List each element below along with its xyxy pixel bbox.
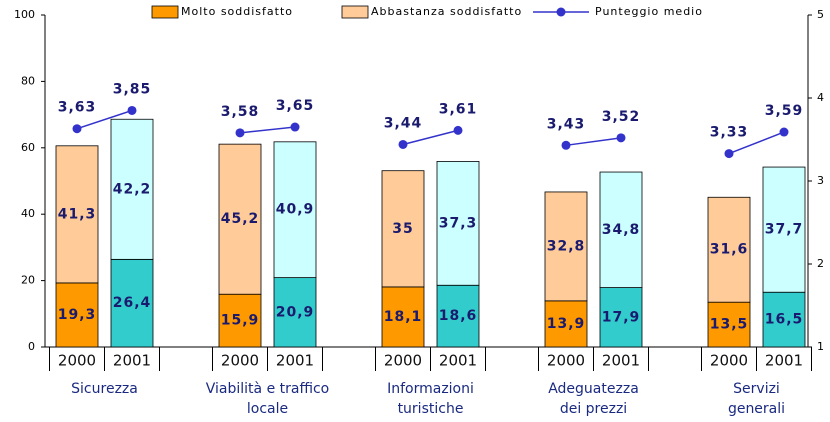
group-label: locale — [247, 401, 288, 417]
line-point — [561, 140, 571, 150]
value-label: 3,61 — [439, 101, 478, 117]
bar-segment — [218, 293, 262, 348]
value-label: 40,9 — [276, 202, 315, 218]
line-segment — [728, 131, 785, 155]
group-label: dei prezzi — [560, 401, 627, 417]
y-tick-label: 40 — [21, 207, 35, 220]
value-label: 3,52 — [602, 109, 641, 125]
value-label: 37,7 — [765, 222, 804, 238]
group-label: Adeguatezza — [548, 381, 639, 397]
value-label: 32,8 — [547, 238, 586, 254]
value-label: 3,65 — [276, 98, 315, 114]
group-label: Informazioni — [387, 381, 474, 397]
y-tick-label: 60 — [21, 141, 35, 154]
bar-segment — [381, 286, 425, 348]
y-tick-label: 0 — [28, 340, 35, 353]
x-tick-label: 2001 — [765, 352, 803, 370]
value-label: 31,6 — [710, 242, 749, 258]
bar-segment — [381, 170, 425, 288]
value-label: 41,3 — [58, 206, 97, 222]
line-segment — [239, 126, 296, 134]
y2-tick-label: 5 — [817, 8, 824, 21]
y2-tick-label: 1 — [817, 340, 824, 353]
value-label: 16,5 — [765, 312, 804, 328]
x-tick-label: 2000 — [221, 352, 259, 370]
value-label: 20,9 — [276, 304, 315, 320]
bar-segment — [599, 171, 643, 288]
value-label: 3,33 — [710, 125, 749, 141]
line-point — [290, 122, 300, 132]
bar-segment — [55, 282, 99, 348]
bar-segment — [762, 166, 806, 293]
x-tick-label: 2000 — [547, 352, 585, 370]
value-label: 26,4 — [113, 295, 152, 311]
legend-label: Abbastanza soddisfatto — [371, 5, 522, 18]
value-label: 15,9 — [221, 313, 260, 329]
value-label: 3,58 — [221, 104, 260, 120]
x-tick-label: 2001 — [602, 352, 640, 370]
line-point — [72, 124, 82, 134]
value-label: 3,59 — [765, 103, 804, 119]
value-label: 42,2 — [113, 181, 152, 197]
x-tick-label: 2001 — [439, 352, 477, 370]
value-label: 13,5 — [710, 317, 749, 333]
value-label: 19,3 — [58, 307, 97, 323]
line-point — [398, 139, 408, 149]
bar-segment — [273, 277, 317, 348]
bar-segment — [544, 300, 588, 348]
value-label: 17,9 — [602, 309, 641, 325]
group-label: Servizi — [733, 381, 780, 397]
line-segment — [402, 129, 459, 146]
legend-marker — [556, 7, 566, 17]
value-label: 18,6 — [439, 308, 478, 324]
value-label: 3,44 — [384, 115, 423, 131]
y2-tick-label: 2 — [817, 257, 824, 270]
bar-segment — [544, 191, 588, 302]
y2-tick-label: 4 — [817, 91, 824, 104]
legend-label: Punteggio medio — [595, 5, 703, 18]
group-label: generali — [728, 401, 785, 417]
line-segment — [76, 109, 133, 130]
bar-segment — [436, 284, 480, 348]
line-point — [127, 105, 137, 115]
bar-segment — [110, 258, 154, 348]
value-label: 45,2 — [221, 211, 260, 227]
y2-tick-label: 3 — [817, 174, 824, 187]
y-tick-label: 80 — [21, 74, 35, 87]
value-label: 3,85 — [113, 81, 152, 97]
bar-segment — [273, 141, 317, 279]
bar-segment — [436, 161, 480, 286]
bar-segment — [55, 145, 99, 284]
x-tick-label: 2001 — [113, 352, 151, 370]
bar-segment — [218, 143, 262, 295]
value-label: 35 — [392, 221, 413, 237]
line-point — [235, 128, 245, 138]
line-point — [616, 133, 626, 143]
legend-label: Molto soddisfatto — [181, 5, 293, 18]
bar-segment — [110, 118, 154, 260]
x-tick-label: 2000 — [710, 352, 748, 370]
value-label: 34,8 — [602, 222, 641, 238]
line-point — [779, 127, 789, 137]
line-point — [724, 149, 734, 159]
line-point — [453, 125, 463, 135]
group-label: turistiche — [398, 401, 464, 417]
value-label: 13,9 — [547, 316, 586, 332]
x-tick-label: 2000 — [384, 352, 422, 370]
line-segment — [565, 137, 622, 147]
x-tick-label: 2000 — [58, 352, 96, 370]
bar-segment — [707, 196, 751, 303]
value-label: 18,1 — [384, 309, 423, 325]
value-label: 37,3 — [439, 215, 478, 231]
legend-swatch — [151, 5, 179, 19]
value-label: 3,63 — [58, 100, 97, 116]
legend-swatch — [341, 5, 369, 19]
value-label: 3,43 — [547, 116, 586, 132]
y-tick-label: 100 — [14, 8, 35, 21]
x-tick-label: 2001 — [276, 352, 314, 370]
y-tick-label: 20 — [21, 274, 35, 287]
group-label: Viabilità e traffico — [206, 381, 330, 397]
group-label: Sicurezza — [71, 381, 138, 397]
